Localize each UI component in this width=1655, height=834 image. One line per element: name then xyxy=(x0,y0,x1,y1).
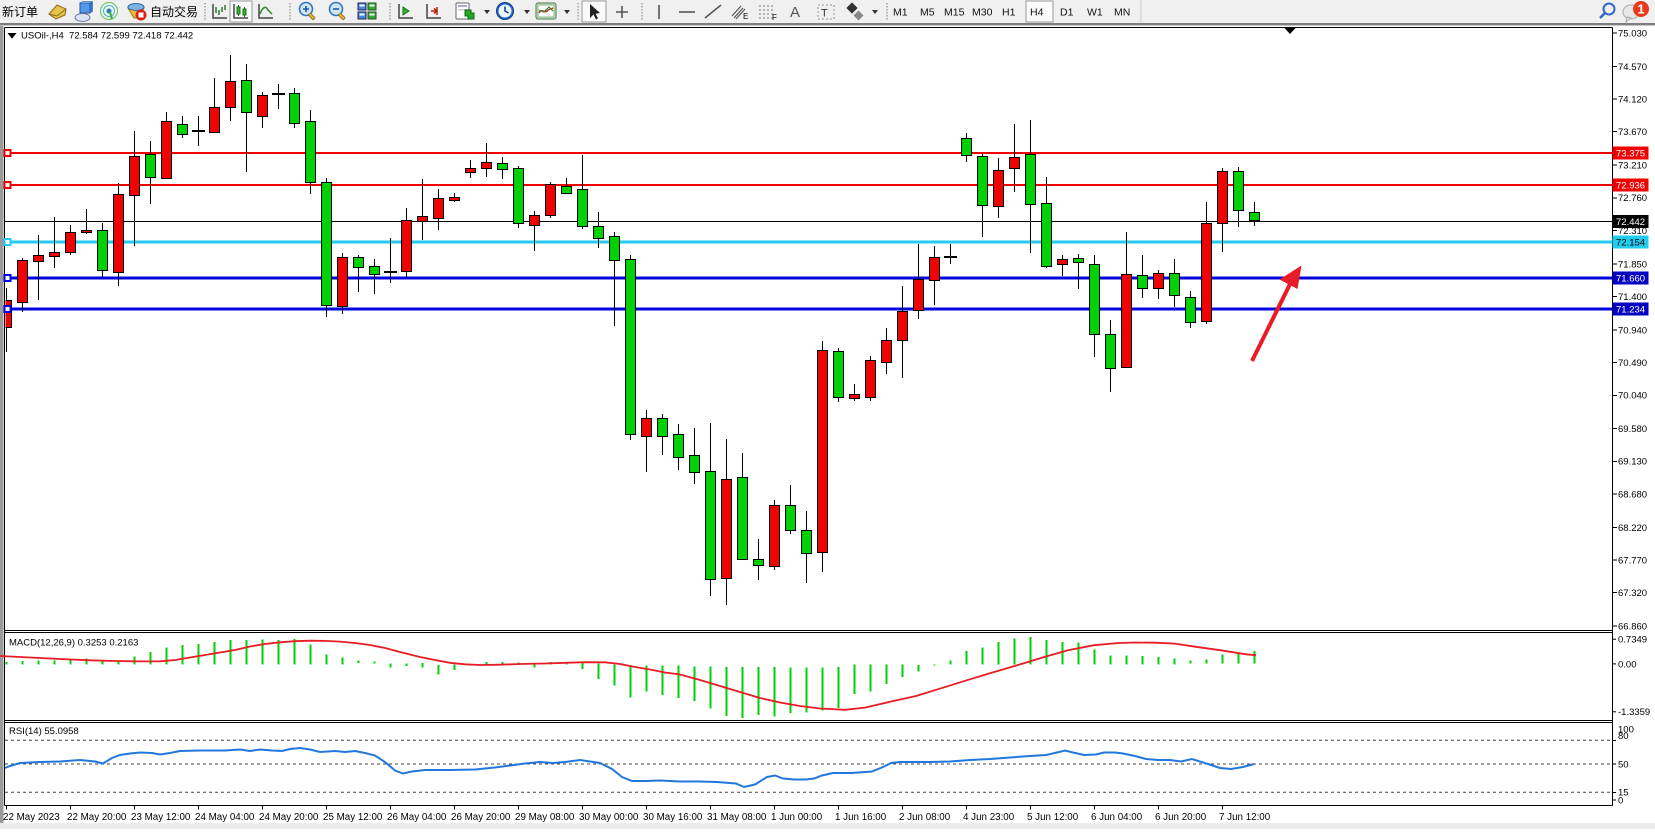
svg-text:67.770: 67.770 xyxy=(1618,556,1647,567)
svg-text:30 May 16:00: 30 May 16:00 xyxy=(643,812,703,823)
svg-text:H1: H1 xyxy=(1002,7,1016,19)
svg-text:7 Jun 12:00: 7 Jun 12:00 xyxy=(1219,812,1271,823)
svg-text:22 May 20:00: 22 May 20:00 xyxy=(67,812,127,823)
svg-text:68.680: 68.680 xyxy=(1618,489,1647,500)
svg-text:M1: M1 xyxy=(893,7,908,19)
svg-text:66.860: 66.860 xyxy=(1618,622,1647,633)
svg-text:0.7349: 0.7349 xyxy=(1618,635,1647,646)
svg-text:M30: M30 xyxy=(972,7,993,19)
svg-text:74.570: 74.570 xyxy=(1618,62,1647,73)
svg-text:F: F xyxy=(772,13,777,22)
svg-text:31 May 08:00: 31 May 08:00 xyxy=(707,812,767,823)
svg-text:69.580: 69.580 xyxy=(1618,424,1647,435)
svg-text:75.030: 75.030 xyxy=(1618,28,1647,39)
svg-text:70.490: 70.490 xyxy=(1618,358,1647,369)
svg-text:新订单: 新订单 xyxy=(2,4,38,19)
svg-text:MACD(12,26,9) 0.3253 0.2163: MACD(12,26,9) 0.3253 0.2163 xyxy=(9,638,138,649)
svg-text:USOil-,H4 72.584 72.599 72.41: USOil-,H4 72.584 72.599 72.418 72.442 xyxy=(21,31,193,42)
svg-text:W1: W1 xyxy=(1087,7,1103,19)
svg-text:73.375: 73.375 xyxy=(1616,148,1645,159)
svg-text:74.120: 74.120 xyxy=(1618,95,1647,106)
svg-text:0.00: 0.00 xyxy=(1618,659,1637,670)
svg-text:H4: H4 xyxy=(1030,7,1044,19)
svg-text:A: A xyxy=(790,4,800,21)
svg-text:72.442: 72.442 xyxy=(1616,217,1645,228)
svg-text:6 Jun 04:00: 6 Jun 04:00 xyxy=(1091,812,1143,823)
svg-text:15: 15 xyxy=(1618,787,1629,798)
svg-text:5 Jun 12:00: 5 Jun 12:00 xyxy=(1027,812,1079,823)
svg-text:1 Jun 00:00: 1 Jun 00:00 xyxy=(771,812,823,823)
svg-text:68.220: 68.220 xyxy=(1618,523,1647,534)
svg-text:73.670: 73.670 xyxy=(1618,127,1647,138)
svg-text:自动交易: 自动交易 xyxy=(150,4,198,19)
svg-text:72.760: 72.760 xyxy=(1618,193,1647,204)
svg-text:72.936: 72.936 xyxy=(1616,180,1645,191)
svg-text:M5: M5 xyxy=(920,7,935,19)
svg-text:6 Jun 20:00: 6 Jun 20:00 xyxy=(1155,812,1207,823)
svg-text:71.660: 71.660 xyxy=(1616,273,1645,284)
svg-text:69.130: 69.130 xyxy=(1618,457,1647,468)
svg-text:70.040: 70.040 xyxy=(1618,391,1647,402)
svg-text:72.310: 72.310 xyxy=(1618,226,1647,237)
svg-text:80: 80 xyxy=(1618,731,1629,742)
svg-text:26 May 20:00: 26 May 20:00 xyxy=(451,812,511,823)
svg-text:2 Jun 08:00: 2 Jun 08:00 xyxy=(899,812,951,823)
svg-text:50: 50 xyxy=(1618,759,1629,770)
svg-text:1 Jun 16:00: 1 Jun 16:00 xyxy=(835,812,887,823)
svg-text:24 May 20:00: 24 May 20:00 xyxy=(259,812,319,823)
svg-text:22 May 2023: 22 May 2023 xyxy=(3,812,60,823)
svg-text:-1.3359: -1.3359 xyxy=(1618,707,1650,718)
svg-text:24 May 04:00: 24 May 04:00 xyxy=(195,812,255,823)
svg-text:71.850: 71.850 xyxy=(1618,259,1647,270)
svg-text:D1: D1 xyxy=(1060,7,1074,19)
svg-text:0: 0 xyxy=(1618,795,1623,806)
svg-text:72.154: 72.154 xyxy=(1616,237,1645,248)
svg-text:4 Jun 23:00: 4 Jun 23:00 xyxy=(963,812,1015,823)
svg-text:70.940: 70.940 xyxy=(1618,325,1647,336)
svg-text:26 May 04:00: 26 May 04:00 xyxy=(387,812,447,823)
svg-text:100: 100 xyxy=(1618,724,1634,735)
svg-text:71.400: 71.400 xyxy=(1618,292,1647,303)
svg-text:MN: MN xyxy=(1114,7,1130,19)
svg-text:23 May 12:00: 23 May 12:00 xyxy=(131,812,191,823)
svg-text:M15: M15 xyxy=(944,7,965,19)
svg-text:71.234: 71.234 xyxy=(1616,304,1645,315)
svg-text:E: E xyxy=(743,12,748,21)
svg-text:25 May 12:00: 25 May 12:00 xyxy=(323,812,383,823)
svg-text:29 May 08:00: 29 May 08:00 xyxy=(515,812,575,823)
svg-text:RSI(14) 55.0958: RSI(14) 55.0958 xyxy=(9,726,79,737)
svg-text:1: 1 xyxy=(1637,2,1644,17)
svg-text:30 May 00:00: 30 May 00:00 xyxy=(579,812,639,823)
svg-text:73.210: 73.210 xyxy=(1618,161,1647,172)
svg-text:67.320: 67.320 xyxy=(1618,588,1647,599)
svg-text:T: T xyxy=(821,8,828,20)
